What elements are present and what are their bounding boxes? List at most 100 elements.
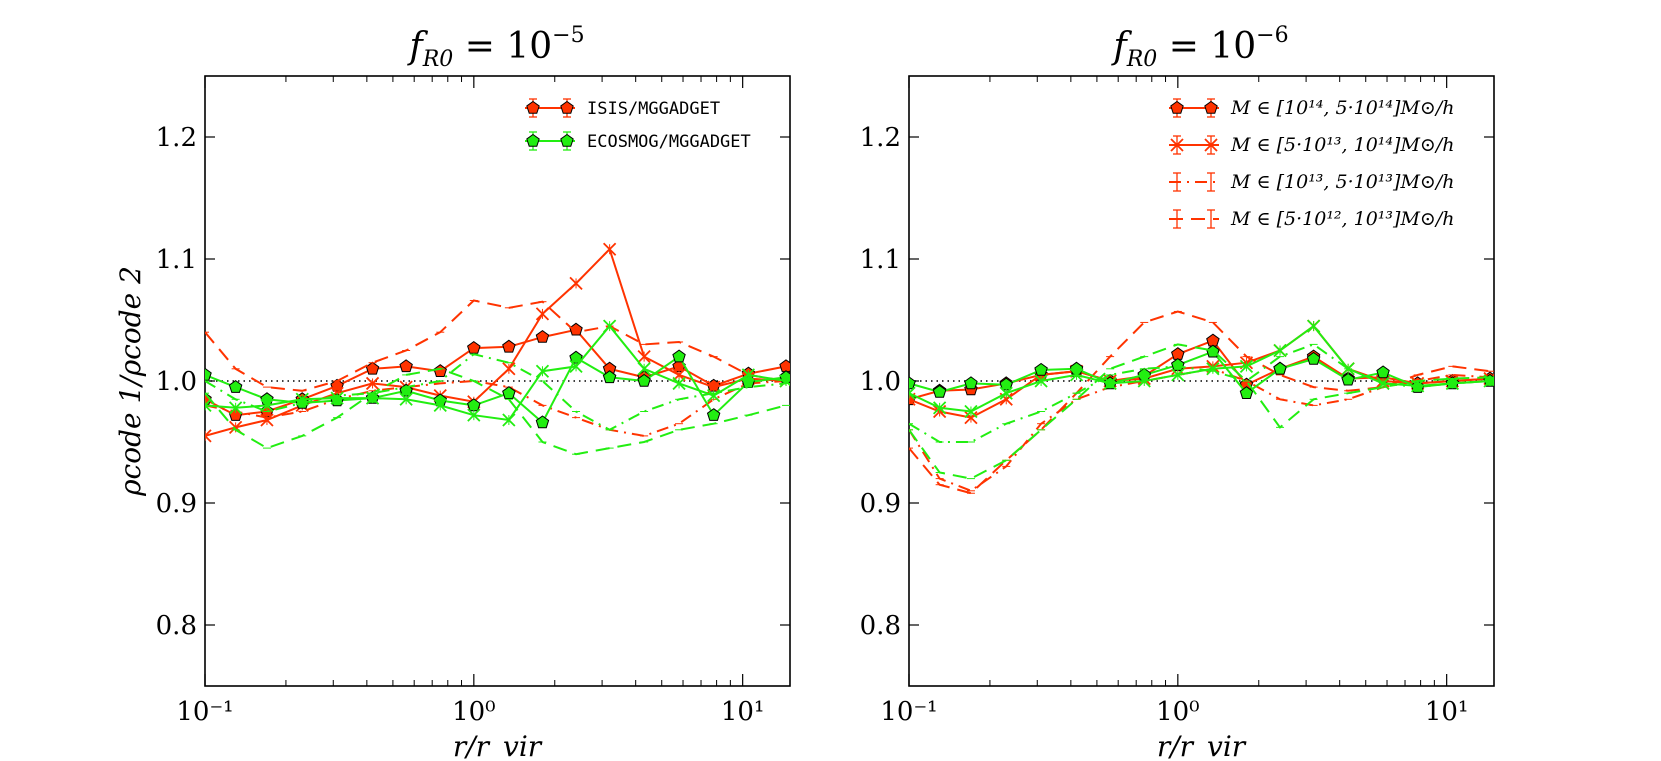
data-point (365, 391, 380, 405)
legend-item: ECOSMOG/MGGADGET (525, 131, 751, 152)
plot-area (205, 242, 790, 456)
data-point (1341, 372, 1355, 386)
data-point (999, 386, 1013, 400)
x-axis-label: r/r_vir (453, 730, 543, 761)
data-point (535, 307, 550, 321)
series-isis-m4 (205, 299, 790, 392)
series-line (909, 324, 1491, 413)
data-point (502, 339, 516, 353)
legend-item: ISIS/MGGADGET (525, 98, 720, 119)
series-ecosmog-m1 (205, 349, 790, 429)
legend-label: M ∈ [10¹³, 5·10¹³]M⊙/h (1230, 171, 1454, 193)
data-point (1171, 368, 1185, 382)
data-point (205, 429, 212, 443)
series-ecosmog-m2 (205, 319, 790, 427)
data-point (1239, 386, 1254, 399)
legend: M ∈ [10¹⁴, 5·10¹⁴]M⊙/h M ∈ [5·10¹³, 10¹⁴]… (1169, 97, 1454, 230)
data-point (1206, 333, 1220, 347)
panel-title: fR0 = 10−5 (406, 23, 584, 72)
data-point (779, 374, 790, 388)
data-point (502, 362, 516, 376)
data-point (535, 415, 550, 429)
data-point (1034, 362, 1048, 376)
data-point (1239, 359, 1254, 373)
series-line (909, 310, 1491, 495)
data-point (1069, 368, 1084, 382)
series-ecosmog-m2 (909, 319, 1494, 419)
y-tick-label: 1.1 (860, 245, 901, 275)
series-line (909, 343, 1491, 480)
series-line (205, 353, 787, 431)
data-point (1034, 374, 1048, 388)
legend-label: M ∈ [5·10¹², 10¹³]M⊙/h (1230, 208, 1454, 230)
legend-label: M ∈ [5·10¹³, 10¹⁴]M⊙/h (1230, 134, 1454, 156)
legend-label: ISIS/MGGADGET (587, 99, 720, 119)
legend-marker (560, 100, 574, 114)
data-point (569, 359, 583, 373)
series-isis-m2 (205, 242, 790, 443)
series-line (205, 324, 787, 422)
data-point (330, 391, 344, 405)
x-tick-label: 10⁻¹ (880, 697, 937, 727)
data-point (1171, 357, 1185, 371)
series-line (205, 299, 787, 392)
data-point (1273, 361, 1287, 375)
legend-item: M ∈ [5·10¹³, 10¹⁴]M⊙/h (1169, 134, 1454, 156)
legend-marker (1204, 100, 1218, 114)
data-point (964, 404, 978, 419)
y-tick-label: 0.9 (860, 489, 901, 519)
y-tick-label: 1.2 (860, 123, 901, 153)
data-point (909, 376, 916, 390)
data-point (399, 392, 413, 406)
data-point (637, 362, 651, 376)
data-point (1171, 347, 1185, 360)
y-axis-label: ρcode 1/ρcode 2 (114, 266, 147, 497)
data-point (1273, 343, 1287, 358)
data-point (637, 373, 651, 387)
data-point (502, 413, 516, 427)
series-ecosmog-m4 (909, 343, 1494, 480)
y-tick-label: 1.2 (156, 123, 197, 153)
plot-area (909, 310, 1494, 495)
series-line (909, 324, 1491, 419)
data-point (467, 408, 481, 422)
legend-label: ECOSMOG/MGGADGET (587, 132, 751, 152)
data-point (602, 370, 617, 384)
data-point (932, 384, 947, 398)
data-point (602, 242, 617, 256)
data-point (602, 319, 617, 333)
data-point (932, 401, 947, 415)
legend-item: M ∈ [10¹⁴, 5·10¹⁴]M⊙/h (1169, 97, 1454, 119)
series-line (205, 379, 787, 437)
legend-marker (1170, 100, 1184, 114)
legend-item: M ∈ [5·10¹², 10¹³]M⊙/h (1169, 208, 1454, 230)
series-ecosmog-m4 (205, 367, 790, 456)
axis-ticks: 0.8 0.9 1.0 1.1 1.2 10⁻¹ 10⁰ 10¹ (156, 76, 790, 727)
data-point (205, 398, 212, 413)
y-tick-label: 1.0 (860, 367, 901, 397)
series-line (205, 367, 787, 456)
series-ecosmog-m1 (909, 344, 1494, 399)
y-tick-label: 0.8 (860, 611, 901, 641)
data-point (707, 389, 721, 403)
legend-marker (1170, 138, 1184, 152)
data-point (1103, 376, 1117, 391)
panel-fr0-1e-6: fR0 = 10−6 r/r_vir 0.8 0.9 1.0 1.1 1.2 10⁻¹ 10… (860, 23, 1495, 761)
data-point (706, 408, 721, 421)
data-point (228, 401, 243, 415)
legend: ISIS/MGGADGET ECOSMOG/MGGADGET (525, 98, 751, 152)
series-line (909, 367, 1491, 492)
x-tick-label: 10⁰ (1156, 697, 1200, 727)
data-point (964, 410, 978, 425)
x-tick-label: 10⁰ (452, 697, 496, 727)
series-isis-m3 (205, 379, 790, 437)
data-point (1137, 374, 1151, 388)
data-point (535, 364, 550, 378)
y-tick-label: 0.8 (156, 611, 197, 641)
series-line (909, 350, 1491, 395)
legend-marker (560, 133, 574, 147)
data-point (1306, 319, 1321, 333)
panel-fr0-1e-5: fR0 = 10−5 r/r_vir ρcode 1/ρcode 2 0.80.… (114, 23, 791, 761)
data-point (467, 340, 481, 354)
